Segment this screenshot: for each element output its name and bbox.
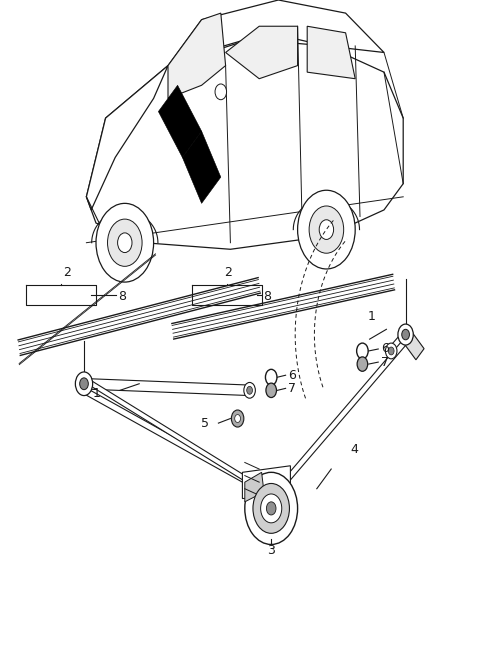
Text: 6: 6	[288, 369, 296, 382]
Circle shape	[319, 220, 334, 239]
Circle shape	[357, 357, 368, 371]
Polygon shape	[168, 0, 384, 66]
Circle shape	[265, 369, 277, 385]
Polygon shape	[168, 13, 226, 98]
Text: 2: 2	[63, 266, 71, 279]
Polygon shape	[402, 329, 424, 359]
Polygon shape	[272, 338, 407, 498]
Circle shape	[357, 343, 368, 359]
Text: 6: 6	[381, 342, 388, 356]
Polygon shape	[86, 66, 168, 210]
Polygon shape	[389, 331, 408, 354]
Circle shape	[244, 382, 255, 398]
Text: 1: 1	[368, 310, 376, 323]
Text: 2: 2	[224, 266, 232, 279]
Circle shape	[261, 494, 282, 523]
Circle shape	[253, 483, 289, 533]
Circle shape	[215, 84, 227, 100]
Circle shape	[298, 190, 355, 269]
Circle shape	[118, 233, 132, 253]
Text: 7: 7	[381, 356, 389, 369]
Polygon shape	[85, 378, 263, 491]
Text: 7: 7	[288, 382, 296, 395]
Polygon shape	[182, 131, 221, 203]
Circle shape	[235, 415, 240, 422]
Circle shape	[231, 410, 244, 427]
Circle shape	[75, 372, 93, 396]
Polygon shape	[86, 39, 403, 249]
Text: 3: 3	[267, 544, 275, 558]
Polygon shape	[158, 85, 202, 157]
Text: 1: 1	[93, 387, 101, 400]
Circle shape	[247, 386, 252, 394]
Circle shape	[266, 502, 276, 515]
Text: 4: 4	[350, 443, 358, 456]
Circle shape	[385, 343, 397, 359]
Text: 8: 8	[263, 290, 271, 303]
Circle shape	[398, 324, 413, 345]
Text: 5: 5	[201, 417, 209, 430]
Polygon shape	[226, 26, 298, 79]
Polygon shape	[245, 472, 264, 502]
Polygon shape	[242, 466, 290, 499]
Text: 8: 8	[119, 290, 127, 303]
Circle shape	[309, 206, 344, 253]
Polygon shape	[307, 26, 355, 79]
Circle shape	[96, 203, 154, 282]
Circle shape	[80, 378, 88, 390]
Circle shape	[245, 472, 298, 544]
Circle shape	[266, 383, 276, 398]
Circle shape	[388, 347, 394, 355]
Polygon shape	[84, 379, 250, 396]
Circle shape	[402, 329, 409, 340]
Circle shape	[108, 219, 142, 266]
Polygon shape	[83, 387, 267, 495]
